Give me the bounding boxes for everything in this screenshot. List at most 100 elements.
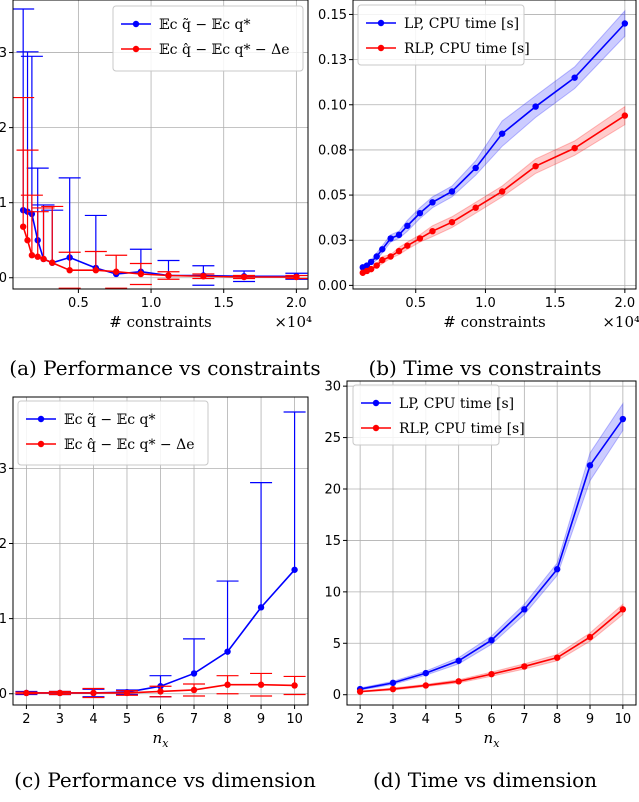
data-point (472, 164, 479, 172)
x-tick-label: 2.0 (286, 296, 307, 311)
x-axis-label: # constraints (109, 313, 211, 331)
data-point (379, 256, 386, 264)
data-point (395, 231, 403, 239)
axis-offset-label: ×10⁴ (602, 313, 639, 331)
data-point (200, 273, 207, 280)
x-tick-label: 8 (553, 712, 561, 727)
data-point (448, 218, 456, 226)
legend-marker (37, 440, 45, 448)
legend: 𝔼c q̃ − 𝔼c q* 𝔼c q̂ − 𝔼c q* − Δe (112, 5, 304, 72)
x-tick-label: 6 (156, 712, 164, 727)
data-point (23, 689, 30, 697)
x-tick-label: 9 (257, 712, 265, 727)
data-point (240, 273, 248, 281)
y-tick-label: 2 (0, 537, 7, 552)
x-tick-label: 6 (487, 712, 495, 727)
x-tick-label: 2.0 (615, 296, 636, 311)
legend-marker (132, 20, 140, 28)
y-tick-label: 0.15 (318, 8, 347, 23)
data-point (586, 633, 594, 641)
subfigure-caption: (b) Time vs constraints (368, 356, 601, 380)
y-tick-label: 1 (0, 196, 7, 211)
x-tick-label: 1.5 (213, 296, 234, 311)
data-point (40, 255, 47, 263)
x-tick-label: 2 (356, 712, 364, 727)
x-tick-label: 0.5 (405, 296, 426, 311)
series-group (13, 8, 308, 289)
y-tick-label: 0.05 (318, 189, 347, 204)
data-point (56, 689, 64, 697)
legend: LP, CPU time [s] RLP, CPU time [s] (352, 384, 525, 446)
data-point (389, 679, 397, 687)
y-tick-label: 0.10 (318, 98, 347, 113)
legend-label: 𝔼c q̃ − 𝔼c q* (159, 17, 250, 33)
series-1 (15, 672, 306, 699)
data-point (404, 242, 411, 249)
chart-b: 0.5 1.0 1.5 2.0 0.00 0.03 0.05 0.08 0.10 0.13 0.15… (318, 0, 639, 380)
y-tick-label: 10 (324, 585, 341, 600)
data-point (356, 688, 364, 695)
x-tick-label: 1.0 (475, 296, 496, 311)
data-point (455, 657, 462, 664)
chart-a: 0.5 1.0 1.5 2.0 0 1 2 3 # constraints ×10⁴ 𝔼c q̃ −… (0, 0, 321, 380)
legend-marker (132, 45, 140, 53)
legend-frame (17, 400, 209, 466)
y-tick-label: 3 (0, 46, 7, 61)
data-point (553, 654, 561, 661)
x-axis-label: nx (484, 729, 501, 750)
data-point (49, 259, 56, 266)
data-point (291, 566, 298, 573)
data-point (137, 270, 145, 278)
data-point (448, 188, 456, 195)
series-1 (356, 603, 627, 695)
legend-label: 𝔼c q̂ − 𝔼c q* − Δe (64, 437, 195, 453)
data-point (488, 670, 495, 678)
data-point (416, 235, 424, 242)
legend: LP, CPU time [s] RLP, CPU time [s] (357, 4, 530, 66)
data-point (123, 689, 131, 697)
data-point (532, 103, 539, 110)
data-point (28, 252, 36, 259)
data-point (571, 144, 578, 152)
chart-d: 2 3 4 5 6 7 8 9 10 0 5 10 15 20 25 30 nx LP, CPU time [s]… (324, 380, 637, 792)
data-point (488, 637, 495, 644)
data-point (619, 415, 627, 423)
series-line (22, 209, 297, 278)
legend: 𝔼c q̃ − 𝔼c q* 𝔼c q̂ − 𝔼c q* − Δe (17, 400, 209, 466)
legend-label: LP, CPU time [s] (399, 396, 514, 412)
y-tick-label: 0 (0, 687, 7, 702)
data-point (619, 606, 627, 613)
data-point (422, 682, 430, 689)
series-line (362, 114, 626, 274)
data-point (34, 253, 41, 260)
y-tick-label: 0.00 (318, 279, 347, 294)
data-point (472, 204, 479, 211)
legend-label: LP, CPU time [s] (404, 16, 519, 32)
axis-offset-label: ×10⁴ (274, 313, 312, 331)
y-tick-label: 2 (0, 121, 7, 136)
data-point (521, 606, 528, 613)
x-tick-label: 7 (190, 712, 198, 727)
x-tick-label: 5 (455, 712, 463, 727)
data-point (416, 209, 424, 217)
data-point (387, 253, 394, 260)
y-tick-label: 5 (333, 637, 341, 652)
legend-frame (112, 5, 304, 72)
data-point (257, 604, 265, 611)
y-tick-label: 20 (324, 483, 341, 498)
data-point (395, 247, 403, 255)
data-point (498, 130, 506, 137)
legend-frame (352, 384, 500, 446)
data-point (112, 268, 120, 275)
series-0 (359, 9, 629, 271)
x-tick-label: 4 (89, 712, 97, 727)
x-tick-label: 4 (422, 712, 430, 727)
y-tick-label: 0.13 (318, 53, 347, 68)
x-tick-label: 1.5 (545, 296, 566, 311)
x-tick-label: 3 (56, 712, 64, 727)
subfigure-caption: (d) Time vs dimension (373, 768, 597, 792)
x-tick-label: 3 (389, 712, 397, 727)
data-point (293, 273, 300, 281)
data-point (621, 20, 629, 27)
